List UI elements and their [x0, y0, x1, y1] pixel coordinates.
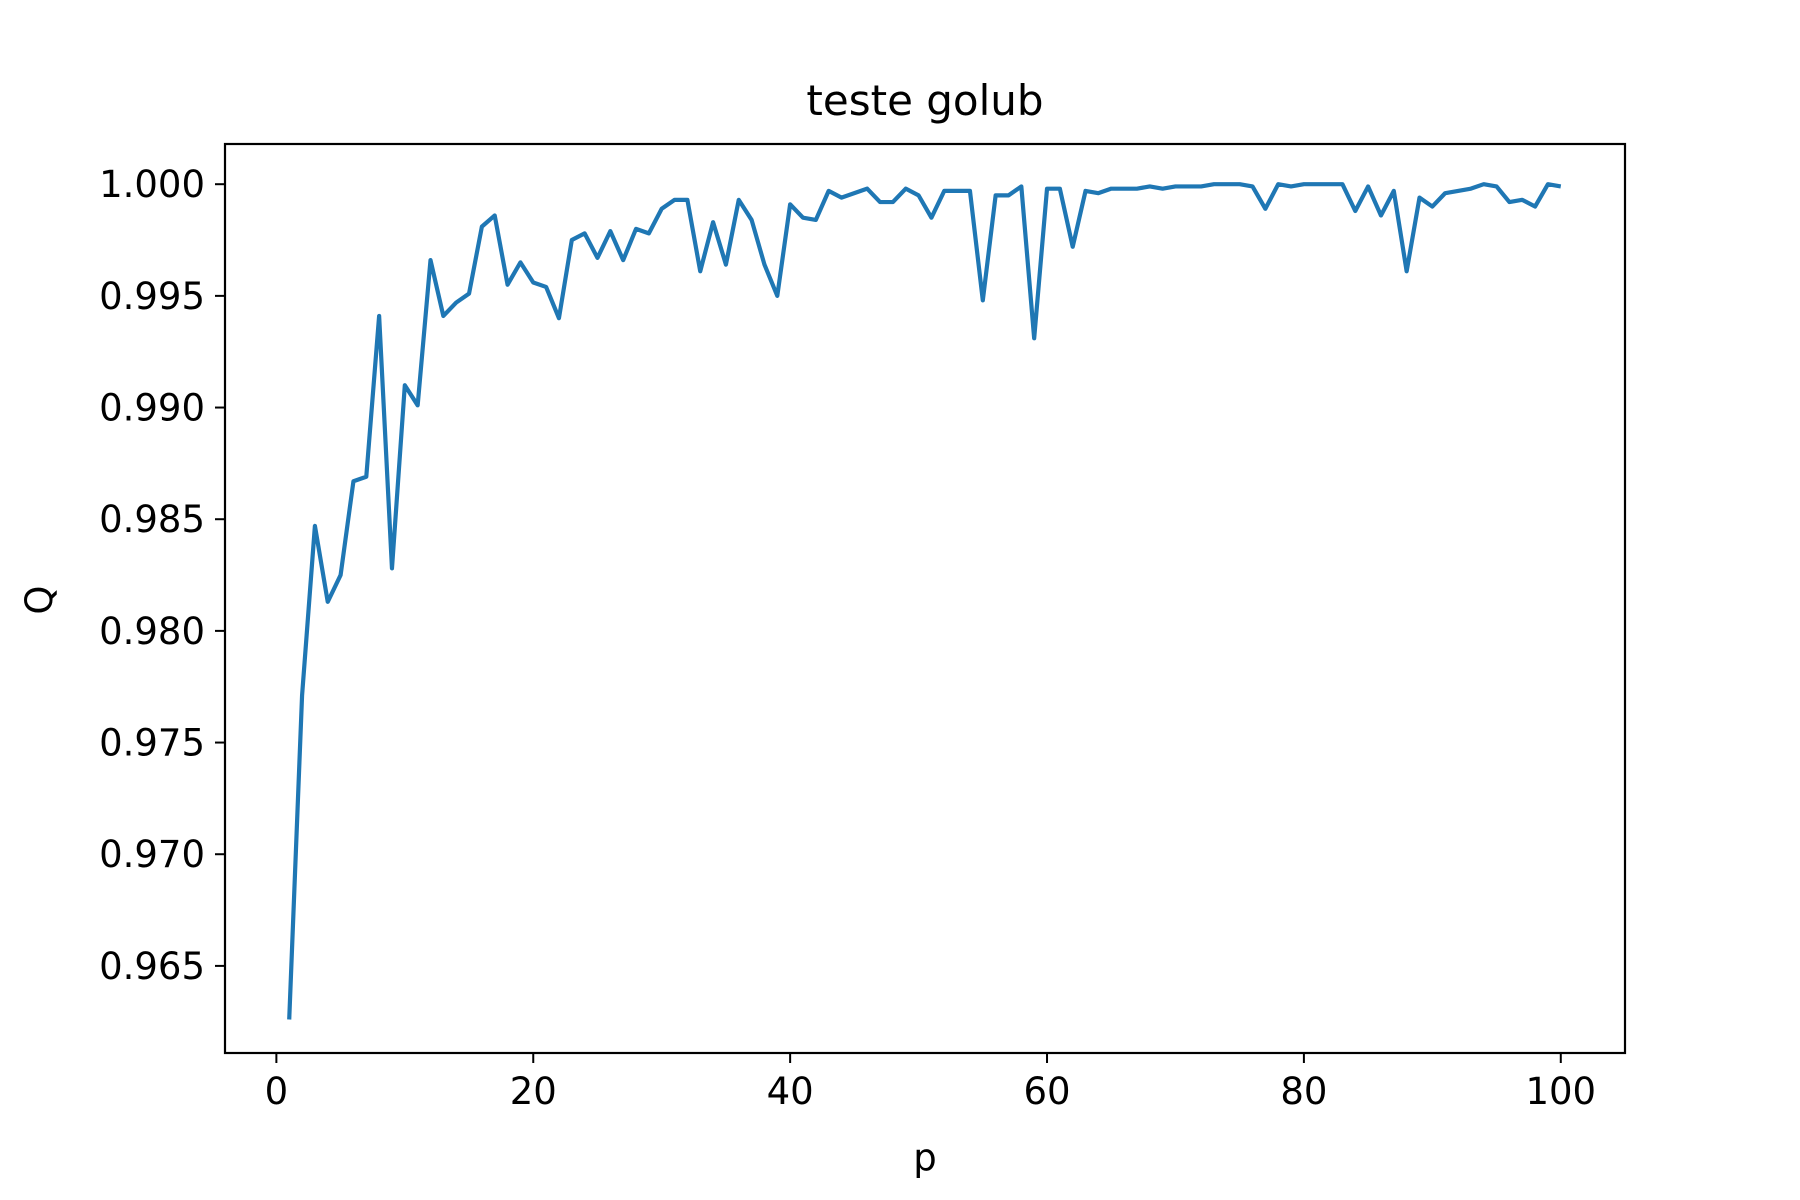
y-tick-label: 0.990	[99, 387, 205, 430]
y-tick-label: 0.975	[99, 722, 205, 765]
y-tick-label: 1.000	[99, 163, 205, 206]
x-tick-label: 0	[265, 1070, 289, 1113]
x-tick-label: 20	[510, 1070, 557, 1113]
x-axis-label: p	[913, 1136, 937, 1179]
y-tick-label: 0.980	[99, 610, 205, 653]
y-axis-label: Q	[18, 585, 61, 614]
y-tick-label: 0.985	[99, 498, 205, 541]
y-axis: 0.965 0.970 0.975 0.980 0.985 0.990 0.995 1.000	[99, 163, 225, 988]
series-line	[287, 182, 1562, 1020]
x-tick-label: 100	[1525, 1070, 1596, 1113]
y-tick-label: 0.965	[99, 945, 205, 988]
plot-area-frame	[223, 142, 1627, 1055]
y-tick-label: 0.970	[99, 833, 205, 876]
x-tick-label: 40	[767, 1070, 814, 1113]
chart-title: teste golub	[806, 76, 1043, 125]
x-tick-label: 80	[1280, 1070, 1327, 1113]
x-tick-label: 60	[1023, 1070, 1070, 1113]
y-tick-label: 0.995	[99, 275, 205, 318]
x-axis: 0 20 40 60 80 100	[265, 1053, 1596, 1113]
